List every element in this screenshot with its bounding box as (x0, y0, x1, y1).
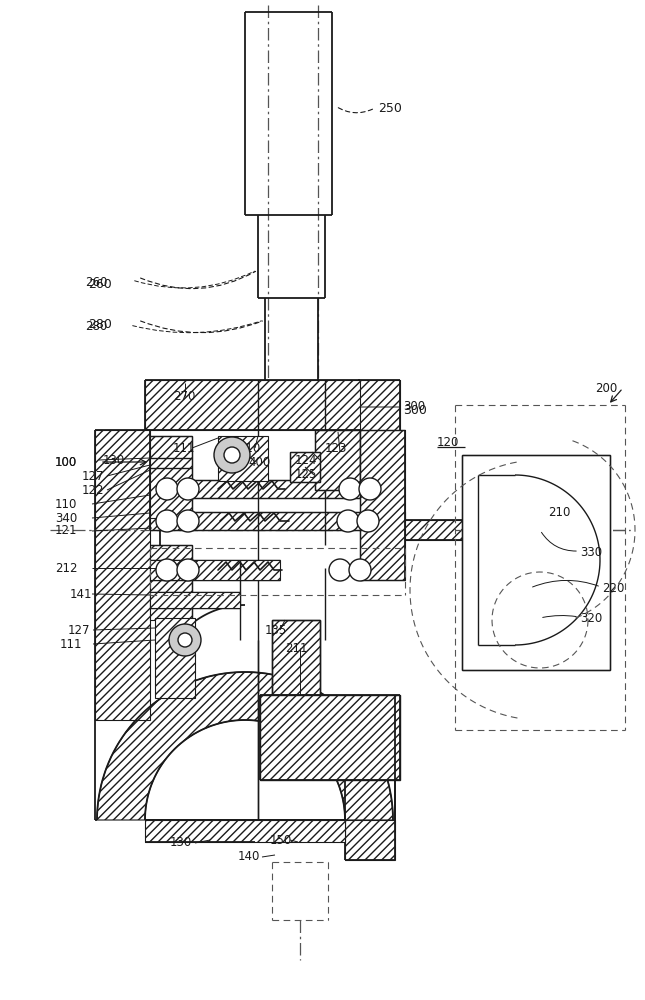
Text: 310: 310 (238, 442, 260, 454)
Bar (358, 380, 400, 448)
Text: 141: 141 (70, 587, 92, 600)
Bar (360, 430, 405, 580)
Text: 111: 111 (173, 442, 195, 454)
Text: 280: 280 (85, 320, 107, 334)
Circle shape (359, 478, 381, 500)
Circle shape (169, 624, 201, 656)
Wedge shape (97, 672, 393, 820)
Bar (145, 380, 360, 430)
Text: 127: 127 (68, 624, 90, 637)
Bar (260, 695, 400, 780)
Bar (95, 430, 150, 720)
Text: 260: 260 (88, 278, 112, 292)
Text: 210: 210 (548, 506, 570, 520)
Circle shape (224, 447, 240, 463)
Text: 125: 125 (295, 468, 317, 482)
Circle shape (177, 478, 199, 500)
Text: 300: 300 (403, 400, 425, 414)
Text: 220: 220 (602, 582, 624, 594)
Bar (150, 436, 192, 518)
Text: 211: 211 (285, 642, 308, 654)
Text: 140: 140 (238, 850, 261, 863)
Bar (218, 436, 268, 481)
Circle shape (357, 510, 379, 532)
Text: 130: 130 (170, 836, 192, 850)
Text: 100: 100 (55, 456, 77, 468)
Text: 120: 120 (437, 436, 459, 448)
Text: 320: 320 (580, 611, 602, 624)
Bar (405, 520, 543, 540)
Bar (150, 545, 192, 620)
Bar (272, 620, 320, 695)
Text: 123: 123 (325, 442, 348, 454)
Text: 111: 111 (60, 638, 83, 650)
Circle shape (337, 510, 359, 532)
Circle shape (156, 478, 178, 500)
Bar (150, 592, 240, 608)
Bar (145, 820, 345, 842)
Text: 150: 150 (270, 834, 292, 846)
Circle shape (177, 510, 199, 532)
Text: 110: 110 (55, 497, 77, 510)
Circle shape (156, 559, 178, 581)
Bar (345, 820, 395, 860)
Bar (315, 430, 360, 490)
Text: 122: 122 (82, 484, 104, 496)
Circle shape (178, 633, 192, 647)
Circle shape (177, 559, 199, 581)
Circle shape (339, 478, 361, 500)
Text: 340: 340 (55, 512, 77, 524)
Text: 330: 330 (580, 546, 602, 558)
Text: 400: 400 (248, 456, 270, 468)
Text: 280: 280 (88, 318, 112, 332)
Text: 260: 260 (85, 275, 107, 288)
Text: 250: 250 (378, 102, 402, 114)
Text: 124: 124 (295, 454, 317, 466)
Text: 270: 270 (173, 389, 195, 402)
Circle shape (329, 559, 351, 581)
Text: 200: 200 (595, 381, 617, 394)
Text: 212: 212 (55, 562, 77, 574)
Bar (290, 452, 320, 482)
Circle shape (214, 437, 250, 473)
Bar (150, 512, 405, 530)
Text: 127: 127 (82, 470, 104, 483)
Text: 100: 100 (55, 456, 77, 468)
Circle shape (156, 510, 178, 532)
Bar (155, 618, 195, 698)
Circle shape (349, 559, 371, 581)
Bar (150, 480, 375, 498)
Text: 121: 121 (55, 524, 77, 538)
Bar (150, 560, 280, 580)
Bar (462, 455, 610, 670)
Text: 300: 300 (403, 403, 427, 416)
Text: 130: 130 (103, 454, 125, 466)
Text: 135: 135 (265, 624, 287, 637)
